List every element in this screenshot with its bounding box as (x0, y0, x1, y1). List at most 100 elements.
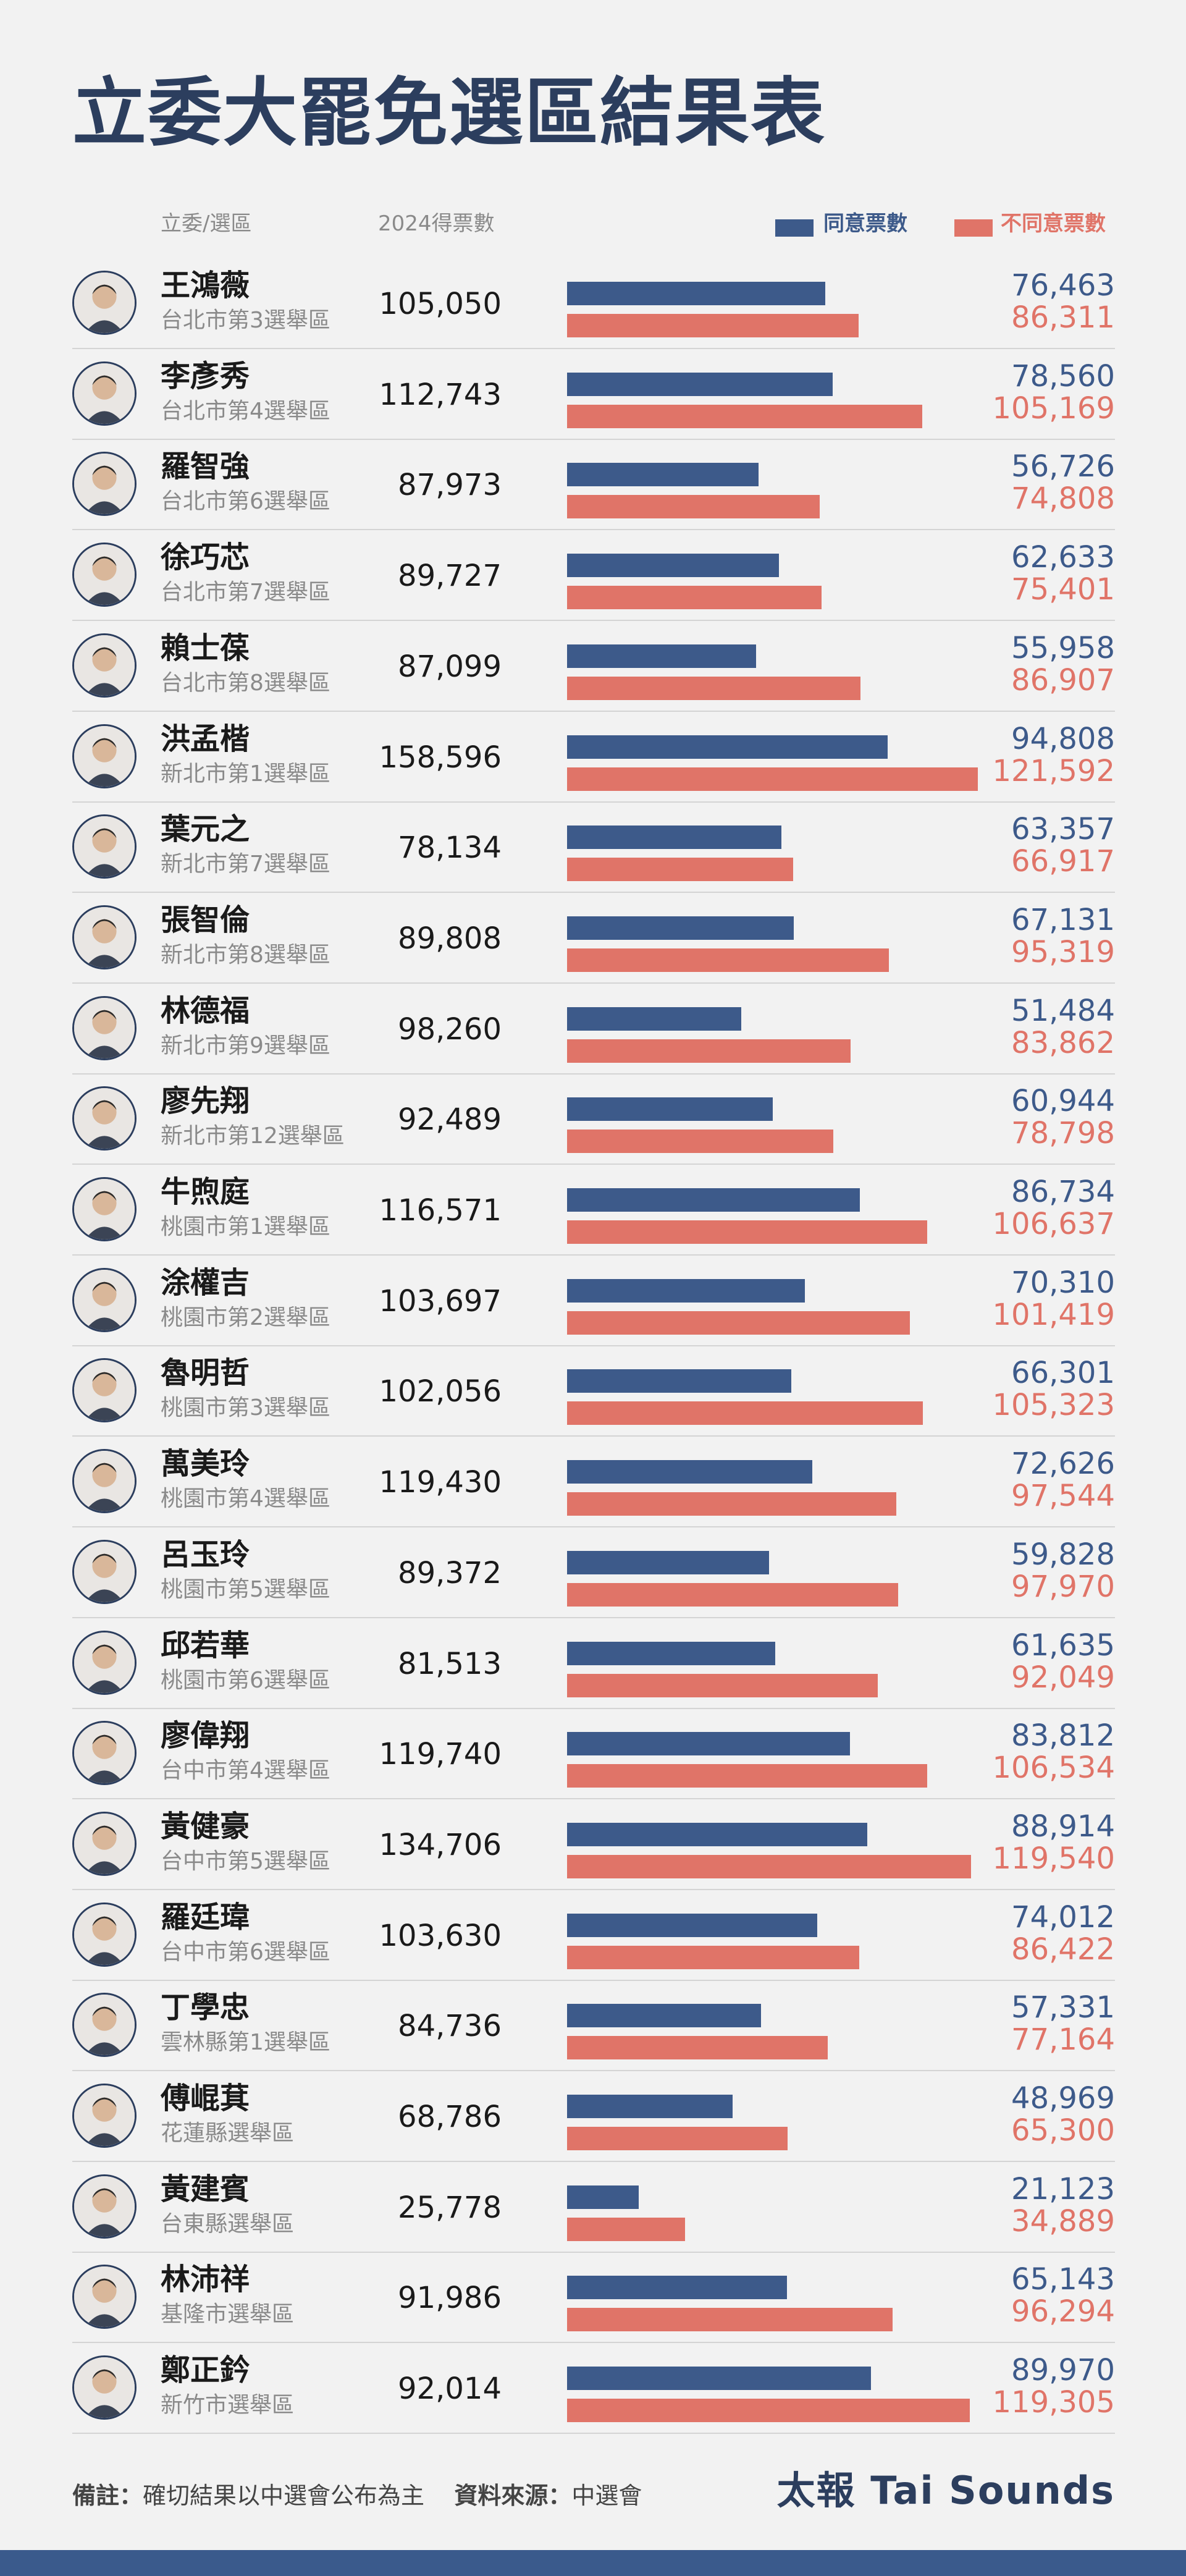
column-header-name: 立委/選區 (161, 211, 252, 236)
legislator-name: 林沛祥 (161, 2262, 250, 2297)
portrait-icon (72, 2265, 137, 2329)
row-divider (72, 1254, 1115, 1256)
table-row: 呂玉玲 桃園市第5選舉區 89,372 59,828 97,970 (0, 1527, 1186, 1618)
votes-2024-value: 89,727 (398, 559, 502, 594)
agree-value-label: 78,560 (1011, 358, 1115, 394)
district-name: 桃園市第5選舉區 (161, 1576, 330, 1602)
agree-value-label: 57,331 (1011, 1990, 1115, 2025)
portrait-icon (72, 543, 137, 607)
votes-2024-value: 87,099 (398, 649, 502, 684)
bar-disagree (567, 1311, 910, 1335)
bar-agree (567, 554, 779, 578)
votes-2024-value: 119,740 (379, 1737, 502, 1772)
bar-agree (567, 1460, 813, 1484)
table-row: 葉元之 新北市第7選舉區 78,134 63,357 66,917 (0, 802, 1186, 893)
portrait-icon (72, 1358, 137, 1423)
legislator-name: 黃建賓 (161, 2171, 250, 2206)
bar-agree (567, 826, 781, 850)
district-name: 新北市第12選舉區 (161, 1123, 345, 1149)
bar-agree (567, 1369, 791, 1393)
legend-swatch-disagree (954, 219, 993, 237)
legislator-name: 張智倫 (161, 902, 250, 937)
votes-2024-value: 134,706 (379, 1827, 502, 1862)
bar-agree (567, 2276, 788, 2300)
votes-2024-value: 92,489 (398, 1102, 502, 1138)
table-row: 羅廷瑋 台中市第6選舉區 103,630 74,012 86,422 (0, 1890, 1186, 1981)
district-name: 基隆市選舉區 (161, 2302, 295, 2328)
legislator-name: 丁學忠 (161, 1990, 250, 2025)
table-row: 鄭正鈐 新竹市選舉區 92,014 89,970 119,305 (0, 2343, 1186, 2435)
legislator-name: 黃健豪 (161, 1809, 250, 1844)
disagree-value-label: 97,970 (1011, 1569, 1115, 1604)
portrait-icon (72, 905, 137, 969)
votes-2024-value: 81,513 (398, 1646, 502, 1681)
legislator-name: 林德福 (161, 993, 250, 1028)
portrait-icon (72, 1902, 137, 1967)
bar-disagree (567, 767, 978, 791)
table-row: 王鴻薇 台北市第3選舉區 105,050 76,463 86,311 (0, 258, 1186, 349)
district-name: 台中市第5選舉區 (161, 1848, 330, 1874)
disagree-value-label: 83,862 (1011, 1025, 1115, 1060)
votes-2024-value: 102,056 (379, 1374, 502, 1409)
district-name: 新竹市選舉區 (161, 2392, 295, 2418)
agree-value-label: 86,734 (1011, 1175, 1115, 1209)
agree-value-label: 94,808 (1011, 721, 1115, 756)
row-divider (72, 2070, 1115, 2072)
bar-agree (567, 1188, 860, 1212)
disagree-value-label: 106,637 (992, 1207, 1116, 1241)
row-divider (72, 1073, 1115, 1075)
legislator-name: 廖先翔 (161, 1084, 250, 1119)
row-divider (72, 1979, 1115, 1981)
table-row: 李彥秀 台北市第4選舉區 112,743 78,560 105,169 (0, 349, 1186, 440)
votes-2024-value: 78,134 (398, 830, 502, 866)
legislator-name: 邱若華 (161, 1628, 250, 1663)
brand-logo: 太報 Tai Sounds (776, 2468, 1115, 2513)
column-header-votes-2024: 2024得票數 (378, 211, 495, 236)
disagree-value-label: 95,319 (1011, 934, 1115, 969)
district-name: 台中市第4選舉區 (161, 1758, 330, 1784)
votes-2024-value: 112,743 (379, 377, 502, 412)
bar-disagree (567, 2217, 685, 2241)
disagree-value-label: 74,808 (1011, 481, 1115, 517)
bar-disagree (567, 314, 859, 337)
portrait-icon (72, 1993, 137, 2058)
table-row: 徐巧芯 台北市第7選舉區 89,727 62,633 75,401 (0, 530, 1186, 622)
agree-value-label: 83,812 (1011, 1718, 1115, 1754)
bar-disagree (567, 2036, 828, 2060)
row-divider (72, 529, 1115, 531)
bar-disagree (567, 586, 822, 610)
bar-disagree (567, 1492, 897, 1516)
disagree-value-label: 101,419 (992, 1297, 1116, 1332)
legislator-name: 賴士葆 (161, 630, 250, 665)
bar-agree (567, 2095, 733, 2118)
row-divider (72, 892, 1115, 893)
legislator-name: 徐巧芯 (161, 540, 250, 575)
district-name: 台北市第8選舉區 (161, 670, 330, 696)
page-title: 立委大罷免選區結果表 (72, 70, 826, 156)
legislator-name: 羅智強 (161, 449, 250, 484)
table-row: 黃健豪 台中市第5選舉區 134,706 88,914 119,540 (0, 1799, 1186, 1890)
disagree-value-label: 105,323 (992, 1388, 1116, 1423)
bar-disagree (567, 1673, 878, 1697)
table-row: 黃建賓 台東縣選舉區 25,778 21,123 34,889 (0, 2162, 1186, 2253)
legislator-name: 傅崐萁 (161, 2081, 250, 2116)
table-row: 羅智強 台北市第6選舉區 87,973 56,726 74,808 (0, 439, 1186, 531)
disagree-value-label: 86,422 (1011, 1932, 1115, 1967)
bar-agree (567, 2367, 872, 2391)
table-row: 張智倫 新北市第8選舉區 89,808 67,131 95,319 (0, 893, 1186, 984)
footnote: 備註：確切結果以中選會公布為主 資料來源：中選會 (72, 2484, 642, 2507)
row-divider (72, 1616, 1115, 1618)
bar-agree (567, 1278, 805, 1303)
agree-value-label: 62,633 (1011, 540, 1115, 575)
table-row: 洪孟楷 新北市第1選舉區 158,596 94,808 121,592 (0, 712, 1186, 803)
disagree-value-label: 34,889 (1011, 2203, 1115, 2239)
district-name: 台北市第6選舉區 (161, 489, 330, 515)
table-row: 丁學忠 雲林縣第1選舉區 84,736 57,331 77,164 (0, 1980, 1186, 2072)
legislator-name: 廖偉翔 (161, 1718, 250, 1754)
district-name: 新北市第9選舉區 (161, 1033, 330, 1058)
table-row: 萬美玲 桃園市第4選舉區 119,430 72,626 97,544 (0, 1437, 1186, 1528)
agree-value-label: 89,970 (1011, 2353, 1115, 2388)
bar-disagree (567, 1220, 928, 1244)
votes-2024-value: 25,778 (398, 2190, 502, 2225)
votes-2024-value: 116,571 (379, 1193, 502, 1228)
